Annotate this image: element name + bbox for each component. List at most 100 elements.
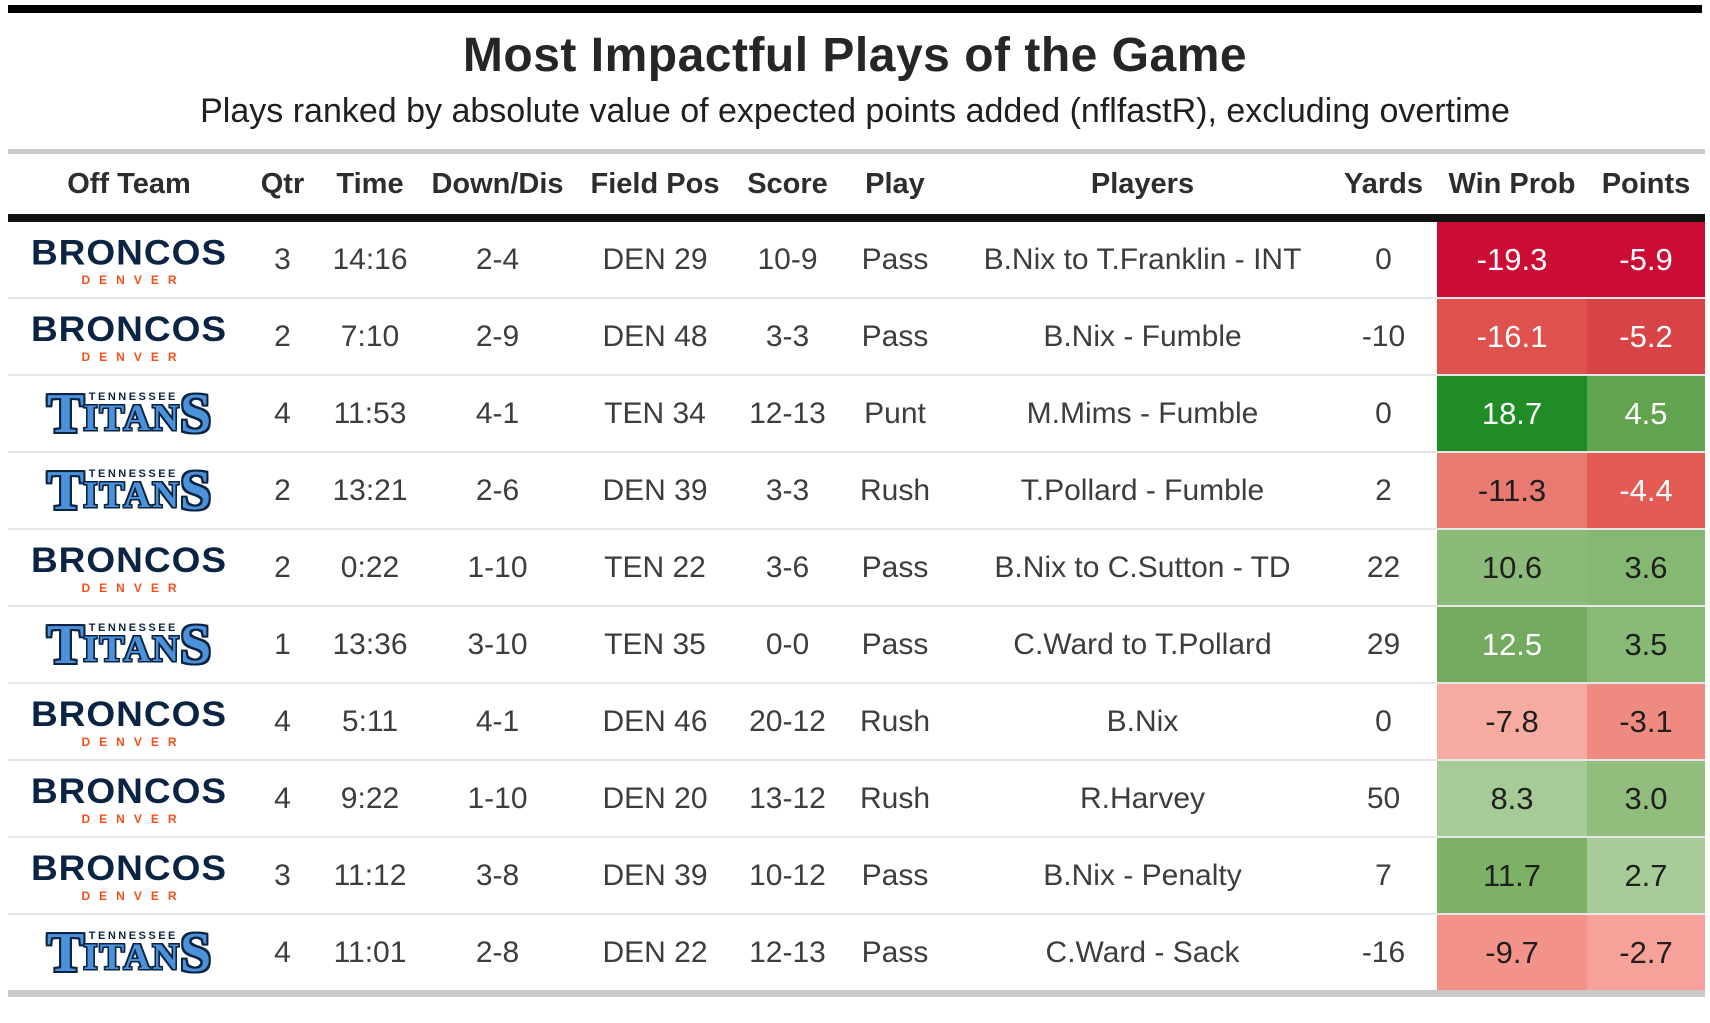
page-subtitle: Plays ranked by absolute value of expect…	[200, 92, 1510, 130]
table-row: T TENNESSEE ITAN S 4 11:53 4-1 TEN 34 12-…	[8, 375, 1705, 453]
qtr-cell: 1	[250, 606, 315, 684]
header-row: Off Team Qtr Time Down/Dis Field Pos Sco…	[8, 149, 1705, 222]
down-dis-cell: 4-1	[425, 683, 570, 761]
col-header-yards: Yards	[1330, 149, 1437, 222]
yards-cell: 0	[1330, 218, 1437, 299]
col-header-win-prob: Win Prob	[1437, 149, 1587, 222]
score-cell: 13-12	[740, 760, 835, 838]
play-cell: Pass	[835, 298, 955, 376]
broncos-city-label: DENVER	[81, 580, 186, 595]
time-cell: 13:21	[315, 452, 425, 530]
titans-state-label: TENNESSEE	[88, 467, 178, 480]
points-cell: -3.1	[1587, 683, 1705, 761]
points-cell: -4.4	[1587, 452, 1705, 530]
col-header-time: Time	[315, 149, 425, 222]
titans-state-label: TENNESSEE	[88, 390, 178, 403]
yards-cell: 22	[1330, 529, 1437, 607]
play-cell: Pass	[835, 529, 955, 607]
broncos-wordmark: BRONCOS	[30, 309, 228, 349]
table-row: BRONCOS DENVER 2 7:10 2-9 DEN 48 3-3 Pas…	[8, 298, 1705, 376]
field-pos-cell: DEN 46	[570, 683, 740, 761]
score-cell: 10-9	[740, 218, 835, 299]
win-prob-cell: 10.6	[1437, 529, 1587, 607]
down-dis-cell: 2-6	[425, 452, 570, 530]
points-cell: 3.0	[1587, 760, 1705, 838]
team-cell: T TENNESSEE ITAN S	[8, 606, 250, 684]
field-pos-cell: DEN 39	[570, 837, 740, 915]
down-dis-cell: 2-8	[425, 914, 570, 997]
table-row: BRONCOS DENVER 3 14:16 2-4 DEN 29 10-9 P…	[8, 218, 1705, 299]
points-cell: -2.7	[1587, 914, 1705, 997]
yards-cell: 7	[1330, 837, 1437, 915]
field-pos-cell: DEN 20	[570, 760, 740, 838]
titans-state-label: TENNESSEE	[88, 621, 178, 634]
players-cell: M.Mims - Fumble	[955, 375, 1330, 453]
down-dis-cell: 1-10	[425, 529, 570, 607]
broncos-city-label: DENVER	[81, 349, 186, 364]
score-cell: 20-12	[740, 683, 835, 761]
play-cell: Pass	[835, 837, 955, 915]
win-prob-cell: 8.3	[1437, 760, 1587, 838]
play-cell: Pass	[835, 606, 955, 684]
qtr-cell: 2	[250, 529, 315, 607]
time-cell: 11:01	[315, 914, 425, 997]
titans-state-label: TENNESSEE	[88, 929, 178, 942]
time-cell: 5:11	[315, 683, 425, 761]
yards-cell: 0	[1330, 683, 1437, 761]
win-prob-cell: -16.1	[1437, 298, 1587, 376]
qtr-cell: 4	[250, 760, 315, 838]
points-cell: 3.6	[1587, 529, 1705, 607]
team-cell: BRONCOS DENVER	[8, 760, 250, 838]
players-cell: C.Ward to T.Pollard	[955, 606, 1330, 684]
play-cell: Punt	[835, 375, 955, 453]
team-cell: BRONCOS DENVER	[8, 529, 250, 607]
score-cell: 3-3	[740, 298, 835, 376]
win-prob-cell: -7.8	[1437, 683, 1587, 761]
col-header-players: Players	[955, 149, 1330, 222]
broncos-wordmark: BRONCOS	[30, 848, 228, 888]
broncos-logo: BRONCOS DENVER	[8, 311, 250, 363]
team-cell: BRONCOS DENVER	[8, 298, 250, 376]
points-cell: -5.2	[1587, 298, 1705, 376]
qtr-cell: 3	[250, 837, 315, 915]
titans-letter-t: T	[46, 613, 85, 676]
titans-letter-s: S	[179, 613, 212, 676]
points-cell: 2.7	[1587, 837, 1705, 915]
broncos-city-label: DENVER	[81, 272, 186, 287]
table-row: BRONCOS DENVER 4 9:22 1-10 DEN 20 13-12 …	[8, 760, 1705, 838]
col-header-play: Play	[835, 149, 955, 222]
down-dis-cell: 2-4	[425, 218, 570, 299]
time-cell: 7:10	[315, 298, 425, 376]
yards-cell: 29	[1330, 606, 1437, 684]
qtr-cell: 3	[250, 218, 315, 299]
team-cell: BRONCOS DENVER	[8, 218, 250, 299]
time-cell: 13:36	[315, 606, 425, 684]
broncos-logo: BRONCOS DENVER	[8, 850, 250, 902]
time-cell: 0:22	[315, 529, 425, 607]
score-cell: 12-13	[740, 375, 835, 453]
points-cell: 4.5	[1587, 375, 1705, 453]
qtr-cell: 4	[250, 375, 315, 453]
broncos-logo: BRONCOS DENVER	[8, 542, 250, 594]
titans-logo: T TENNESSEE ITAN S	[8, 921, 250, 984]
time-cell: 9:22	[315, 760, 425, 838]
field-pos-cell: DEN 22	[570, 914, 740, 997]
win-prob-cell: 18.7	[1437, 375, 1587, 453]
col-header-score: Score	[740, 149, 835, 222]
broncos-logo: BRONCOS DENVER	[8, 234, 250, 286]
table-row: BRONCOS DENVER 2 0:22 1-10 TEN 22 3-6 Pa…	[8, 529, 1705, 607]
score-cell: 3-6	[740, 529, 835, 607]
broncos-city-label: DENVER	[81, 888, 186, 903]
team-cell: BRONCOS DENVER	[8, 683, 250, 761]
team-cell: T TENNESSEE ITAN S	[8, 914, 250, 997]
titans-letter-s: S	[179, 382, 212, 445]
down-dis-cell: 2-9	[425, 298, 570, 376]
impactful-plays-table: Off Team Qtr Time Down/Dis Field Pos Sco…	[8, 149, 1705, 997]
col-header-down-dis: Down/Dis	[425, 149, 570, 222]
titans-letter-t: T	[46, 921, 85, 984]
yards-cell: 50	[1330, 760, 1437, 838]
table-row: T TENNESSEE ITAN S 2 13:21 2-6 DEN 39 3-3…	[8, 452, 1705, 530]
field-pos-cell: DEN 39	[570, 452, 740, 530]
titans-letter-s: S	[179, 921, 212, 984]
down-dis-cell: 4-1	[425, 375, 570, 453]
